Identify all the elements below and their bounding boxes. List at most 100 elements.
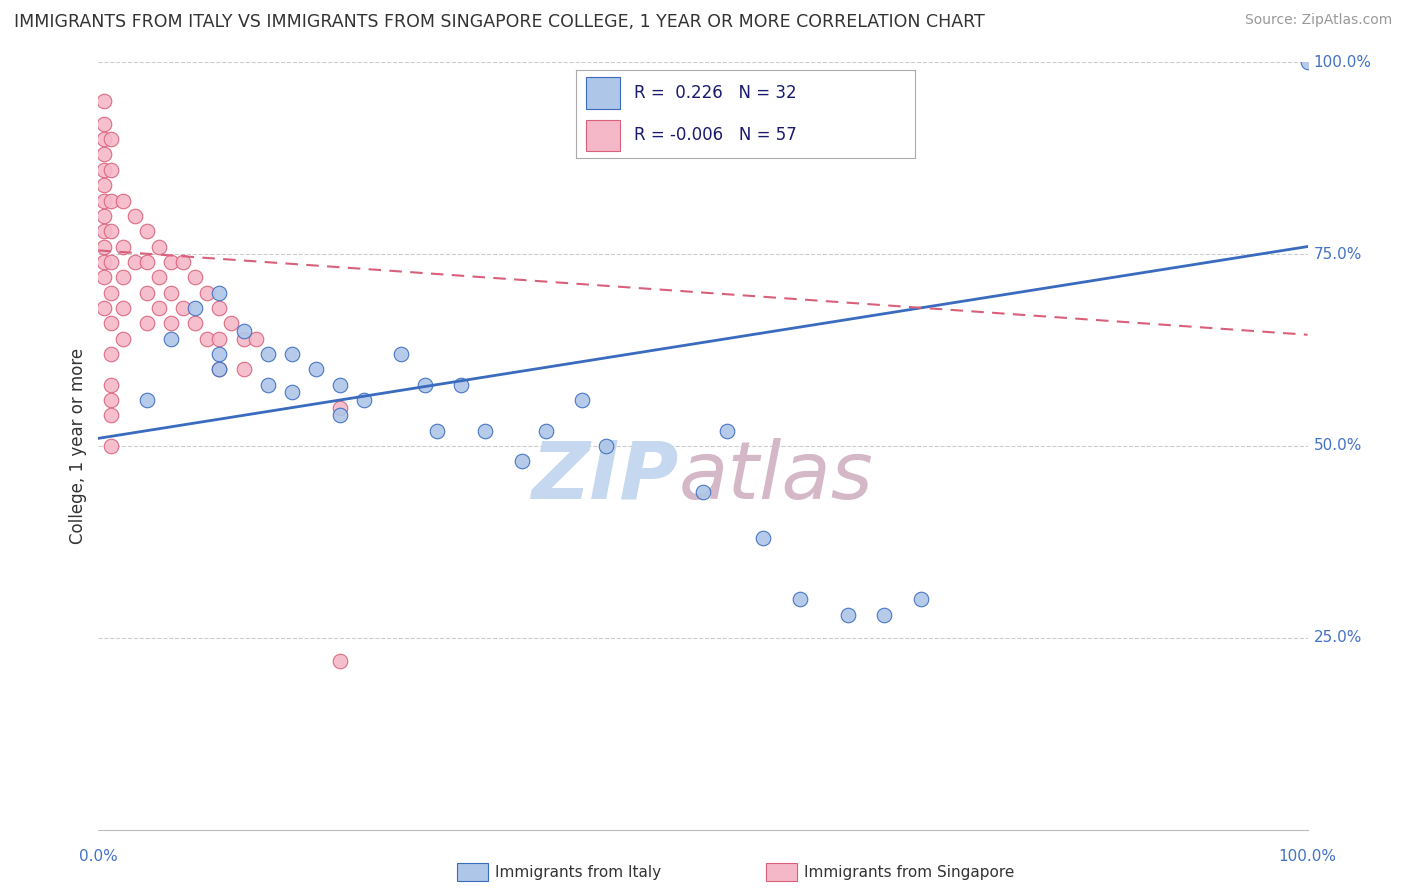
Y-axis label: College, 1 year or more: College, 1 year or more [69,348,87,544]
Point [510,454,533,468]
Point [329,377,352,392]
Point [232,362,254,376]
Point [160,285,183,300]
Point [195,332,218,346]
Text: Immigrants from Italy: Immigrants from Italy [495,865,661,880]
Point [910,592,932,607]
Point [245,332,267,346]
Point [595,439,617,453]
Point [450,377,472,392]
Point [148,270,170,285]
Point [413,377,436,392]
Point [474,424,496,438]
Point [426,424,449,438]
Point [93,94,115,108]
Point [208,347,231,361]
Point [172,255,194,269]
Text: 100.0%: 100.0% [1313,55,1372,70]
Point [111,239,134,253]
Point [100,316,122,330]
Point [329,654,352,668]
Point [256,347,278,361]
Point [172,301,194,315]
Point [184,301,207,315]
Point [100,409,122,423]
Text: Source: ZipAtlas.com: Source: ZipAtlas.com [1244,13,1392,28]
Point [93,162,115,177]
Point [789,592,811,607]
Text: 0.0%: 0.0% [79,849,118,863]
Point [124,255,146,269]
Point [353,392,375,407]
Point [329,409,352,423]
Point [534,424,557,438]
Point [184,270,207,285]
Text: Immigrants from Singapore: Immigrants from Singapore [804,865,1015,880]
Point [571,392,593,407]
Point [111,270,134,285]
Point [1296,55,1319,70]
Point [232,324,254,338]
Point [100,377,122,392]
Point [100,392,122,407]
Point [873,607,896,622]
Text: 50.0%: 50.0% [1313,439,1362,453]
Point [135,224,157,238]
Point [135,255,157,269]
Point [93,255,115,269]
Point [100,439,122,453]
Point [281,385,304,400]
Text: 100.0%: 100.0% [1278,849,1337,863]
Point [281,347,304,361]
Point [93,239,115,253]
Point [93,117,115,131]
Point [195,285,218,300]
Point [93,147,115,161]
Point [208,362,231,376]
Point [135,392,157,407]
Point [111,301,134,315]
Text: ZIP: ZIP [531,438,679,516]
Point [160,255,183,269]
Point [208,362,231,376]
Point [221,316,243,330]
Point [305,362,328,376]
Point [716,424,738,438]
Point [93,132,115,146]
Point [93,301,115,315]
Point [100,347,122,361]
Point [135,285,157,300]
Point [100,255,122,269]
Text: 25.0%: 25.0% [1313,631,1362,645]
Point [837,607,859,622]
Point [93,209,115,223]
Point [752,531,775,545]
Point [100,132,122,146]
Point [208,301,231,315]
Point [256,377,278,392]
Point [93,224,115,238]
Point [329,401,352,415]
Point [93,194,115,208]
Point [93,270,115,285]
Point [232,332,254,346]
Text: atlas: atlas [679,438,873,516]
Point [93,178,115,193]
Point [184,316,207,330]
Point [124,209,146,223]
Point [100,224,122,238]
Point [692,485,714,500]
Point [208,332,231,346]
Point [100,194,122,208]
Text: IMMIGRANTS FROM ITALY VS IMMIGRANTS FROM SINGAPORE COLLEGE, 1 YEAR OR MORE CORRE: IMMIGRANTS FROM ITALY VS IMMIGRANTS FROM… [14,13,984,31]
Point [100,162,122,177]
Point [100,285,122,300]
Point [148,301,170,315]
Point [160,332,183,346]
Point [389,347,412,361]
Point [135,316,157,330]
Point [111,194,134,208]
Text: 75.0%: 75.0% [1313,247,1362,261]
Point [111,332,134,346]
Point [208,285,231,300]
